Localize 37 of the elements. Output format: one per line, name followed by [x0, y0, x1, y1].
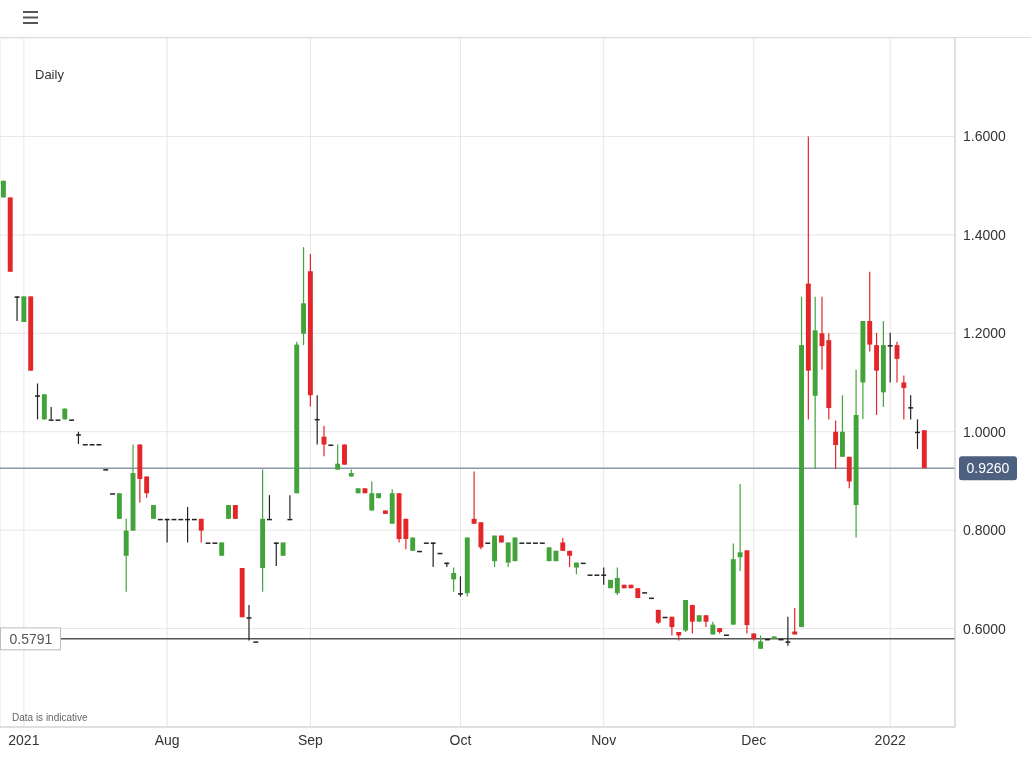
candlestick — [273, 541, 279, 567]
candlestick — [908, 394, 914, 421]
y-tick-label: 0.8000 — [963, 522, 1007, 539]
annotation: Daily — [35, 67, 64, 82]
candlestick — [246, 604, 252, 641]
y-tick-label: 1.6000 — [963, 128, 1007, 145]
x-tick-label: 2022 — [874, 731, 906, 748]
candlestick — [785, 616, 791, 647]
y-tick-label: 1.2000 — [963, 325, 1007, 342]
x-tick-label: Sep — [297, 731, 324, 748]
y-tick-label: 1.4000 — [963, 226, 1007, 243]
candlestick — [335, 443, 341, 471]
candlestick — [689, 604, 695, 635]
candlestick — [833, 419, 839, 470]
candlestick — [457, 575, 463, 598]
ref-line-label: 0.9260 — [966, 460, 1010, 477]
y-tick-label: 0.6000 — [963, 620, 1007, 637]
candlestick — [887, 332, 893, 384]
x-tick-label: 2021 — [8, 731, 40, 748]
candlestick — [901, 375, 907, 421]
candlestick — [505, 541, 511, 568]
candlestick — [451, 566, 457, 593]
x-tick-label: Aug — [154, 731, 180, 748]
x-tick-label: Dec — [741, 731, 767, 748]
candlestick — [430, 541, 436, 568]
candlestick — [614, 566, 620, 596]
x-tick-label: Nov — [591, 731, 617, 748]
candlestick — [369, 480, 375, 512]
ref-line-label: 0.5791 — [9, 630, 53, 647]
annotation: Data is indicative — [12, 712, 88, 723]
y-tick-label: 1.0000 — [963, 423, 1007, 440]
candlestick — [737, 483, 743, 572]
candlestick — [14, 295, 20, 322]
candlestick — [144, 475, 150, 499]
candlestick — [867, 271, 873, 353]
candlestick — [35, 382, 40, 421]
x-tick-label: Oct — [449, 731, 472, 748]
